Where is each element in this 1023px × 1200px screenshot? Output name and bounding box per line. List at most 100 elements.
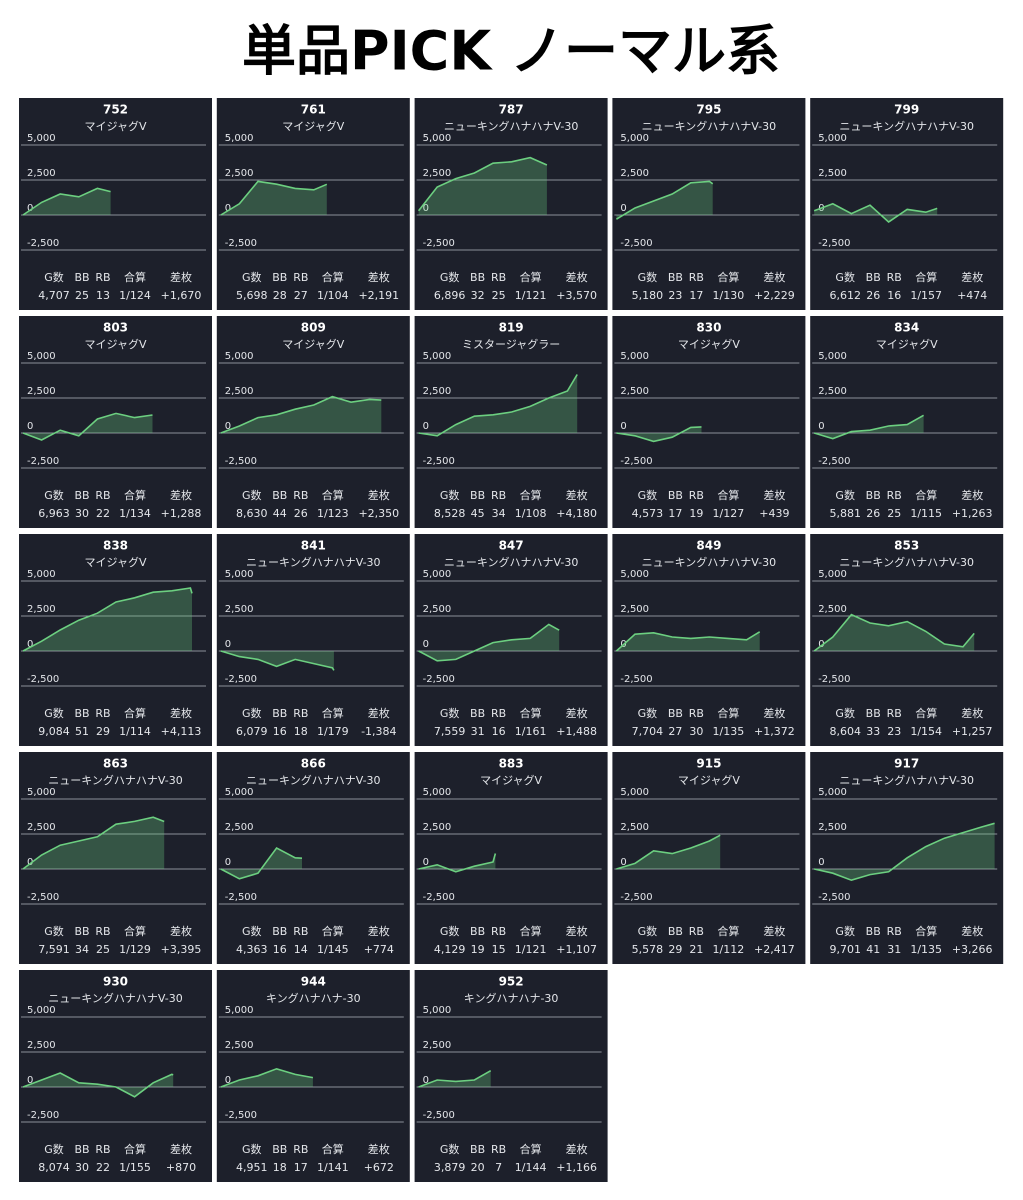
stat-value: -1,384	[361, 725, 396, 738]
y-tick-label: -2,500	[423, 456, 455, 467]
stat-value: 22	[96, 507, 110, 520]
stat-value: 27	[668, 725, 682, 738]
panel-title: 809	[301, 321, 326, 335]
y-tick-label: 5,000	[620, 787, 649, 798]
stat-label: BB	[668, 271, 683, 284]
stat-value: 41	[866, 943, 880, 956]
stat-label: 合算	[124, 1142, 146, 1156]
stat-value: 9,701	[829, 943, 861, 956]
stat-value: 1/121	[515, 943, 547, 956]
panel: 944 キングハナハナ-30 -2,500 0 2,500 5,000 G数 BB RB 合算 差枚…	[216, 970, 410, 1182]
panel-subtitle: マイジャグV	[282, 119, 344, 133]
stat-label: 差枚	[566, 706, 588, 720]
area-fill	[814, 823, 995, 881]
stat-label: RB	[491, 1143, 506, 1156]
y-tick-label: 2,500	[818, 604, 847, 615]
y-tick-label: -2,500	[27, 892, 59, 903]
stat-value: 34	[492, 507, 506, 520]
stat-label: BB	[74, 925, 89, 938]
panel-title: 838	[103, 539, 128, 553]
stat-label: BB	[470, 271, 485, 284]
y-tick-label: 2,500	[620, 386, 649, 397]
panel-title: 787	[499, 103, 524, 117]
stat-label: G数	[44, 489, 64, 502]
stat-value: 1/129	[119, 943, 151, 956]
area-fill	[23, 817, 165, 869]
stat-label: 差枚	[566, 488, 588, 502]
area-fill	[220, 181, 327, 215]
panel-bg	[19, 316, 212, 528]
stat-label: BB	[470, 489, 485, 502]
y-tick-label: 5,000	[818, 787, 847, 798]
stat-value: +1,166	[556, 1161, 597, 1174]
stat-label: G数	[440, 271, 460, 284]
stat-value: 20	[471, 1161, 485, 1174]
stat-value: +1,257	[952, 725, 993, 738]
panel-title: 863	[103, 757, 128, 771]
stat-value: +672	[364, 1161, 394, 1174]
y-tick-label: 5,000	[620, 569, 649, 580]
panel-bg	[810, 98, 1004, 310]
panel-subtitle: ニューキングハナハナV-30	[839, 119, 974, 133]
stat-label: BB	[866, 489, 881, 502]
stat-label: RB	[887, 707, 902, 720]
line	[220, 650, 335, 671]
y-tick-label: 5,000	[225, 1005, 254, 1016]
stat-value: +3,570	[556, 289, 597, 302]
stat-value: 1/114	[119, 725, 151, 738]
panel: 952 キングハナハナ-30 -2,500 0 2,500 5,000 G数 BB RB 合算 差枚…	[414, 970, 608, 1182]
area-fill	[418, 1070, 491, 1087]
stat-label: G数	[44, 271, 64, 284]
stat-label: RB	[95, 707, 110, 720]
area-fill	[418, 624, 560, 661]
y-tick-label: 2,500	[818, 386, 847, 397]
stat-value: 5,578	[632, 943, 664, 956]
stat-value: 1/130	[713, 289, 745, 302]
stat-value: +2,229	[754, 289, 795, 302]
stat-value: +439	[759, 507, 789, 520]
stat-value: 4,129	[434, 943, 466, 956]
y-tick-label: -2,500	[818, 238, 850, 249]
panel-subtitle: マイジャグV	[85, 337, 147, 351]
stat-value: 8,528	[434, 507, 466, 520]
stat-label: G数	[638, 271, 658, 284]
panel-title: 830	[696, 321, 721, 335]
stat-value: +4,113	[161, 725, 202, 738]
stat-value: 23	[887, 725, 901, 738]
stat-value: 4,363	[236, 943, 267, 956]
y-tick-label: 5,000	[818, 351, 847, 362]
stat-value: +1,263	[952, 507, 993, 520]
stat-value: 1/145	[317, 943, 349, 956]
panel-bg	[414, 970, 608, 1182]
y-tick-label: 2,500	[818, 822, 847, 833]
stat-label: 合算	[915, 270, 937, 284]
stat-label: BB	[470, 707, 485, 720]
stat-label: 合算	[717, 924, 739, 938]
stat-label: RB	[293, 1143, 308, 1156]
line	[220, 180, 328, 216]
stat-label: 差枚	[763, 270, 785, 284]
panel-bg	[612, 752, 806, 964]
stat-label: RB	[95, 925, 110, 938]
stat-label: 合算	[322, 488, 344, 502]
panel-subtitle: ミスタージャグラー	[462, 337, 560, 351]
stat-label: G数	[440, 925, 460, 938]
stat-label: 合算	[915, 488, 937, 502]
stat-value: 22	[96, 1161, 110, 1174]
stat-value: 13	[96, 289, 110, 302]
stat-label: BB	[272, 489, 287, 502]
stat-label: RB	[491, 489, 506, 502]
panel: 761 マイジャグV -2,500 0 2,500 5,000 G数 BB RB 合算 差枚 5,69…	[216, 98, 410, 310]
stat-label: RB	[293, 925, 308, 938]
stat-label: G数	[242, 707, 262, 720]
y-tick-label: 0	[225, 203, 231, 214]
panel-title: 917	[894, 757, 919, 771]
stat-value: 5,698	[236, 289, 267, 302]
stat-value: 1/121	[515, 289, 547, 302]
y-tick-label: -2,500	[423, 674, 455, 685]
line	[616, 426, 702, 443]
stat-value: 29	[96, 725, 110, 738]
stat-label: BB	[470, 1143, 485, 1156]
panel-subtitle: マイジャグV	[876, 337, 938, 351]
